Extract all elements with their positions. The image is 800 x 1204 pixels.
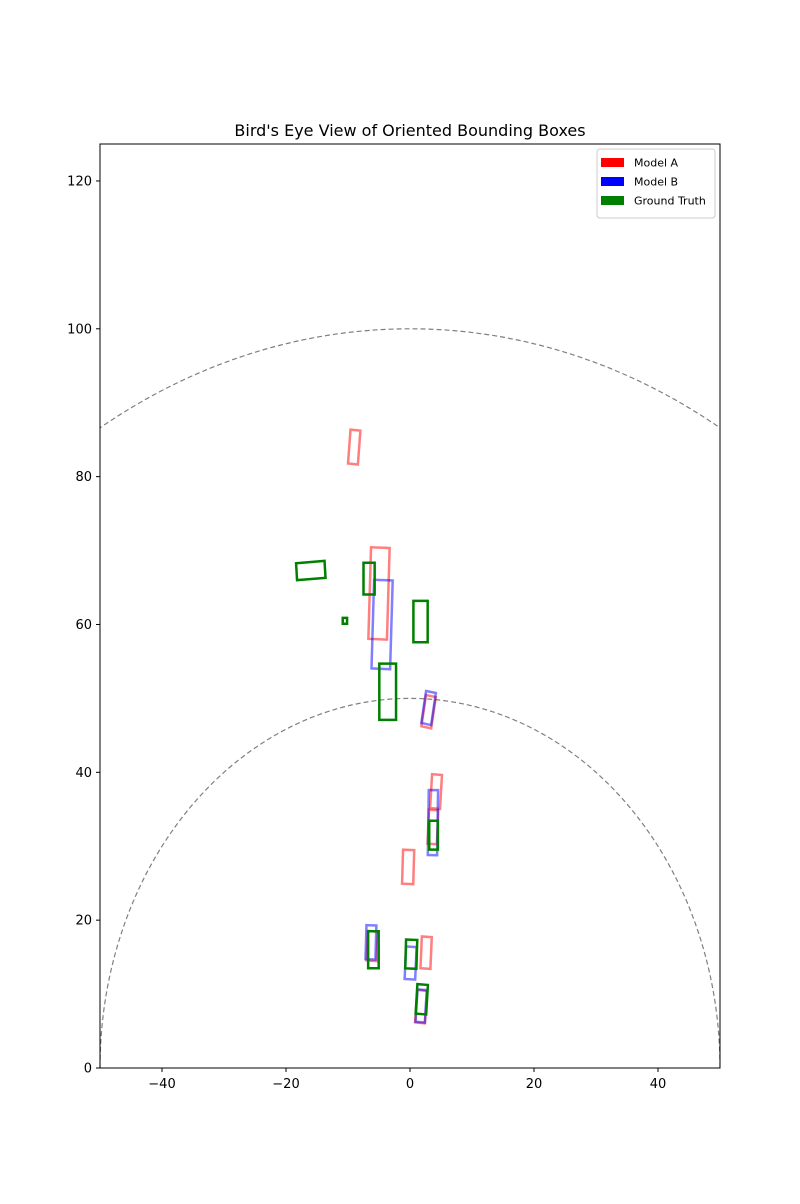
ground-truth-box-0 <box>294 559 327 582</box>
y-tick-label-80: 80 <box>75 470 92 485</box>
chart-title: Bird's Eye View of Oriented Bounding Box… <box>234 121 585 140</box>
y-tick-label-40: 40 <box>75 766 92 781</box>
ground-truth-box-3 <box>412 599 429 644</box>
model-a-box-3 <box>428 772 444 811</box>
model-a-box-5 <box>400 848 416 886</box>
plot-frame <box>99 143 721 1069</box>
legend-label-0: Model A <box>634 157 679 170</box>
y-tick-label-120: 120 <box>67 174 92 189</box>
legend-label-2: Ground Truth <box>634 195 706 208</box>
ground-truth-box-5 <box>427 819 440 851</box>
legend-frame <box>596 148 716 219</box>
y-tick-label-20: 20 <box>75 914 92 929</box>
legend-swatch-2 <box>601 196 624 205</box>
x-tick-label-20: 20 <box>526 1077 543 1092</box>
ground-truth-box-1 <box>362 561 376 596</box>
ground-truth-box-6 <box>366 930 380 970</box>
legend-swatch-0 <box>601 158 624 167</box>
model-a-box-6 <box>419 935 434 971</box>
model-b-box-1 <box>419 689 438 727</box>
x-tick-label-40: 40 <box>650 1077 667 1092</box>
bounding-boxes <box>294 428 444 1025</box>
x-tick-label-0: 0 <box>406 1077 414 1092</box>
range-rings <box>100 328 720 1068</box>
ground-truth-box-8 <box>414 982 430 1016</box>
ground-truth-box-4 <box>378 662 398 722</box>
legend-label-1: Model B <box>634 176 678 189</box>
model-a-box-0 <box>346 428 362 466</box>
y-axis-ticks: 0 20 40 60 80 100 120 <box>67 174 100 1077</box>
y-tick-label-0: 0 <box>84 1062 92 1077</box>
x-tick-label--40: −40 <box>148 1077 175 1092</box>
y-tick-label-100: 100 <box>67 322 92 337</box>
ground-truth-box-2 <box>341 616 349 625</box>
model-a-box-1 <box>367 545 391 641</box>
x-axis-ticks: −40 −20 0 20 40 <box>148 1068 666 1092</box>
legend: Model A Model B Ground Truth <box>596 148 716 219</box>
legend-swatch-1 <box>601 177 624 186</box>
x-tick-label--20: −20 <box>272 1077 299 1092</box>
model-b-box-0 <box>370 578 394 671</box>
model-b-box-3 <box>364 923 378 961</box>
ground-truth-box-7 <box>403 938 419 971</box>
range-ring-50 <box>100 697 720 1068</box>
y-tick-label-60: 60 <box>75 618 92 633</box>
